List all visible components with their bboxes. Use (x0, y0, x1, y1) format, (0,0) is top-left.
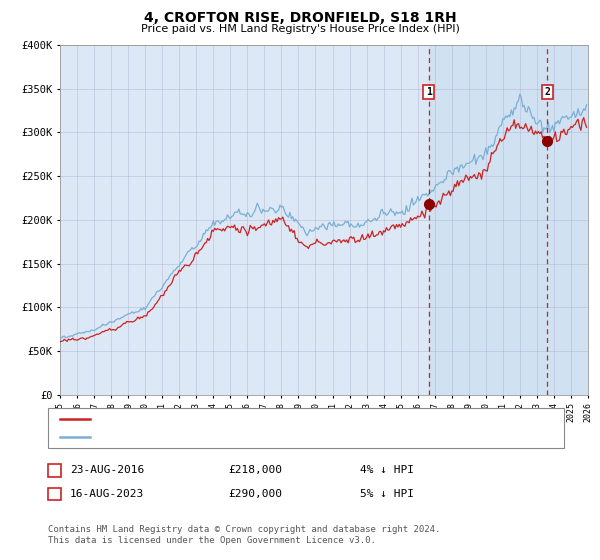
Text: This data is licensed under the Open Government Licence v3.0.: This data is licensed under the Open Gov… (48, 536, 376, 545)
Text: 5% ↓ HPI: 5% ↓ HPI (360, 489, 414, 499)
Text: 2: 2 (545, 87, 550, 97)
Bar (428, 45, 588, 395)
Text: 4, CROFTON RISE, DRONFIELD, S18 1RH: 4, CROFTON RISE, DRONFIELD, S18 1RH (143, 11, 457, 25)
Text: 4% ↓ HPI: 4% ↓ HPI (360, 465, 414, 475)
Text: 1: 1 (52, 465, 58, 475)
Text: 1: 1 (425, 87, 431, 97)
Text: 2: 2 (52, 489, 58, 499)
Text: HPI: Average price, detached house, North East Derbyshire: HPI: Average price, detached house, Nort… (99, 432, 434, 442)
Text: Price paid vs. HM Land Registry's House Price Index (HPI): Price paid vs. HM Land Registry's House … (140, 24, 460, 34)
Text: £218,000: £218,000 (228, 465, 282, 475)
Bar (547, 45, 588, 395)
Text: £290,000: £290,000 (228, 489, 282, 499)
Text: 23-AUG-2016: 23-AUG-2016 (70, 465, 145, 475)
Text: 4, CROFTON RISE, DRONFIELD, S18 1RH (detached house): 4, CROFTON RISE, DRONFIELD, S18 1RH (det… (99, 414, 404, 424)
Text: Contains HM Land Registry data © Crown copyright and database right 2024.: Contains HM Land Registry data © Crown c… (48, 525, 440, 534)
Text: 16-AUG-2023: 16-AUG-2023 (70, 489, 145, 499)
